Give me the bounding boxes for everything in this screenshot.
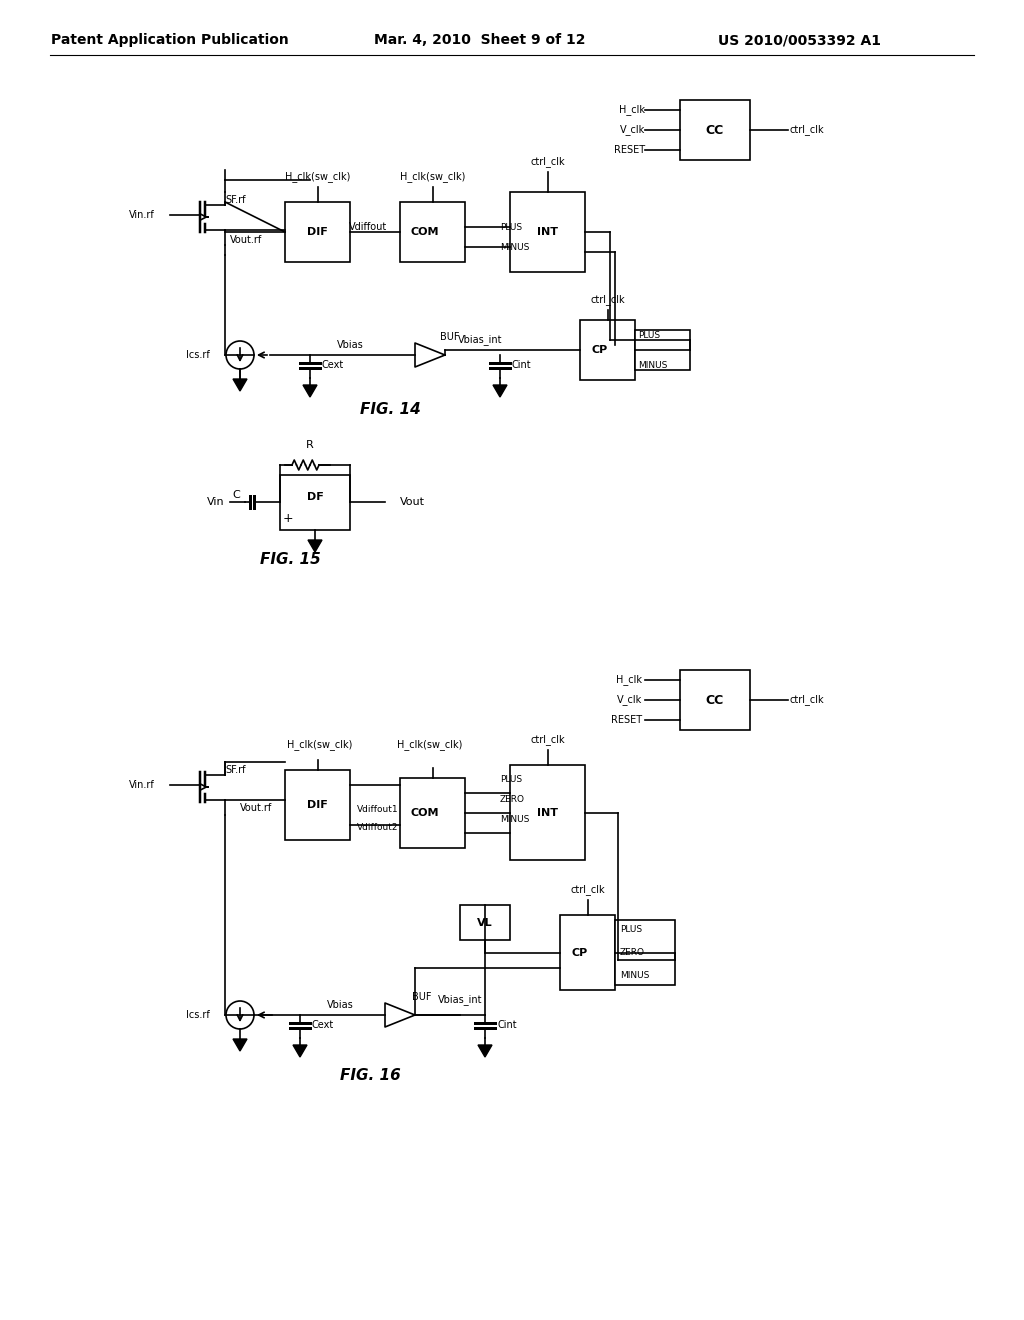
Bar: [285, 770, 350, 840]
Text: Cint: Cint: [512, 360, 531, 370]
Text: V_clk: V_clk: [616, 694, 642, 705]
Text: Mar. 4, 2010  Sheet 9 of 12: Mar. 4, 2010 Sheet 9 of 12: [374, 33, 586, 48]
Text: Vdiffout: Vdiffout: [349, 222, 387, 232]
Polygon shape: [478, 1045, 492, 1057]
Bar: [400, 202, 465, 261]
Text: Vdiffout2: Vdiffout2: [357, 824, 398, 833]
Polygon shape: [415, 343, 445, 367]
Text: RESET: RESET: [613, 145, 645, 154]
Text: BUF: BUF: [440, 333, 460, 342]
Text: Vbias_int: Vbias_int: [458, 334, 502, 346]
Text: CC: CC: [706, 124, 724, 136]
Text: US 2010/0053392 A1: US 2010/0053392 A1: [719, 33, 882, 48]
Text: Vout: Vout: [400, 498, 425, 507]
Polygon shape: [303, 385, 317, 397]
Polygon shape: [493, 385, 507, 397]
Text: PLUS: PLUS: [500, 776, 522, 784]
Text: PLUS: PLUS: [620, 925, 642, 935]
Text: COM: COM: [411, 227, 438, 238]
Bar: [285, 202, 350, 261]
Text: H_clk(sw_clk): H_clk(sw_clk): [397, 739, 463, 751]
Text: BUF: BUF: [413, 993, 432, 1002]
Text: Ics.rf: Ics.rf: [186, 350, 210, 360]
Text: ctrl_clk: ctrl_clk: [530, 157, 565, 168]
Bar: [680, 100, 750, 160]
Text: CP: CP: [592, 345, 607, 355]
Text: H_clk(sw_clk): H_clk(sw_clk): [285, 172, 350, 182]
Text: Vbias_int: Vbias_int: [437, 994, 482, 1006]
Text: Patent Application Publication: Patent Application Publication: [51, 33, 289, 48]
Text: INT: INT: [537, 227, 558, 238]
Text: SF.rf: SF.rf: [225, 766, 246, 775]
Text: Cext: Cext: [322, 360, 344, 370]
Text: H_clk: H_clk: [616, 675, 642, 685]
Text: COM: COM: [411, 808, 438, 818]
Text: INT: INT: [537, 808, 558, 817]
Text: Vdiffout1: Vdiffout1: [357, 805, 398, 814]
Text: CC: CC: [706, 693, 724, 706]
Text: Vbias: Vbias: [337, 341, 364, 350]
Text: ctrl_clk: ctrl_clk: [590, 294, 625, 305]
Text: ctrl_clk: ctrl_clk: [530, 734, 565, 746]
Text: Vin: Vin: [208, 498, 225, 507]
Bar: [580, 319, 635, 380]
Polygon shape: [308, 540, 322, 552]
Text: DIF: DIF: [307, 800, 328, 810]
Text: Vin.rf: Vin.rf: [129, 210, 155, 220]
Text: H_clk: H_clk: [618, 104, 645, 115]
Text: Vbias: Vbias: [327, 1001, 353, 1010]
Text: Cext: Cext: [312, 1020, 334, 1030]
Polygon shape: [293, 1045, 307, 1057]
Text: CP: CP: [571, 948, 588, 957]
Text: R: R: [306, 440, 314, 450]
Text: VL: VL: [477, 917, 493, 928]
Text: +: +: [283, 511, 293, 524]
Bar: [510, 766, 585, 861]
Text: MINUS: MINUS: [638, 360, 668, 370]
Text: PLUS: PLUS: [500, 223, 522, 231]
Text: RESET: RESET: [611, 715, 642, 725]
Text: DIF: DIF: [307, 227, 328, 238]
Text: FIG. 16: FIG. 16: [340, 1068, 400, 1082]
Text: C: C: [232, 490, 240, 500]
Text: V_clk: V_clk: [620, 124, 645, 136]
Bar: [635, 330, 690, 370]
Polygon shape: [385, 1003, 415, 1027]
Bar: [510, 191, 585, 272]
Text: DF: DF: [306, 492, 324, 503]
Text: PLUS: PLUS: [638, 330, 660, 339]
Bar: [460, 906, 510, 940]
Bar: [560, 915, 615, 990]
Text: ctrl_clk: ctrl_clk: [570, 884, 605, 895]
Bar: [680, 671, 750, 730]
Text: H_clk(sw_clk): H_clk(sw_clk): [288, 739, 352, 751]
Text: H_clk(sw_clk): H_clk(sw_clk): [399, 172, 465, 182]
Text: Cint: Cint: [497, 1020, 517, 1030]
Text: ZERO: ZERO: [500, 796, 525, 804]
Polygon shape: [233, 379, 247, 391]
Bar: [280, 475, 350, 531]
Text: MINUS: MINUS: [620, 970, 649, 979]
Text: FIG. 15: FIG. 15: [260, 553, 321, 568]
Text: FIG. 14: FIG. 14: [359, 403, 421, 417]
Text: ctrl_clk: ctrl_clk: [790, 694, 824, 705]
Text: MINUS: MINUS: [500, 816, 529, 825]
Text: Ics.rf: Ics.rf: [186, 1010, 210, 1020]
Bar: [400, 777, 465, 847]
Polygon shape: [233, 1039, 247, 1051]
Text: SF.rf: SF.rf: [225, 195, 246, 205]
Text: Vout.rf: Vout.rf: [240, 803, 272, 813]
Text: Vout.rf: Vout.rf: [230, 235, 262, 246]
Text: Vin.rf: Vin.rf: [129, 780, 155, 789]
Text: ZERO: ZERO: [620, 948, 645, 957]
Bar: [615, 920, 675, 985]
Text: MINUS: MINUS: [500, 243, 529, 252]
Text: ctrl_clk: ctrl_clk: [790, 124, 824, 136]
